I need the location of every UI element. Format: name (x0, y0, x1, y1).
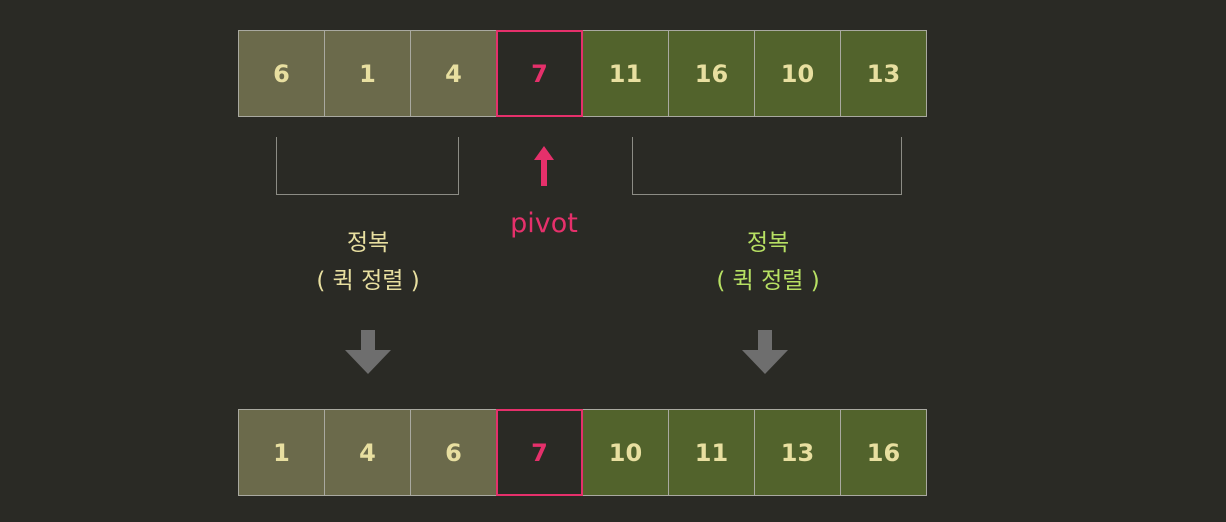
array-cell: 4 (324, 409, 411, 496)
right-conquer-caption: 정복 ( 퀵 정렬 ) (658, 224, 878, 300)
array-cell: 6 (410, 409, 497, 496)
array-cell: 16 (668, 30, 755, 117)
pivot-cell: 7 (496, 30, 583, 117)
array-cell: 16 (840, 409, 927, 496)
array-cell: 10 (754, 30, 841, 117)
array-cell: 1 (238, 409, 325, 496)
pivot-cell: 7 (496, 409, 583, 496)
unsorted-array: 6 1 4 7 11 16 10 13 (238, 30, 927, 117)
array-cell: 13 (754, 409, 841, 496)
caption-title: 정복 (746, 230, 790, 256)
array-cell: 4 (410, 30, 497, 117)
pivot-arrow-icon (534, 146, 554, 186)
down-arrow-icon (345, 330, 391, 374)
array-cell: 1 (324, 30, 411, 117)
array-cell: 11 (668, 409, 755, 496)
down-arrow-icon (742, 330, 788, 374)
caption-subtitle: ( 퀵 정렬 ) (316, 268, 420, 294)
right-partition-bracket (632, 137, 902, 195)
pivot-label: pivot (510, 208, 578, 239)
array-cell: 6 (238, 30, 325, 117)
left-partition-bracket (276, 137, 459, 195)
array-cell: 11 (582, 30, 669, 117)
caption-subtitle: ( 퀵 정렬 ) (716, 268, 820, 294)
array-cell: 10 (582, 409, 669, 496)
sorted-array: 1 4 6 7 10 11 13 16 (238, 409, 927, 496)
left-conquer-caption: 정복 ( 퀵 정렬 ) (258, 224, 478, 300)
array-cell: 13 (840, 30, 927, 117)
caption-title: 정복 (346, 230, 390, 256)
